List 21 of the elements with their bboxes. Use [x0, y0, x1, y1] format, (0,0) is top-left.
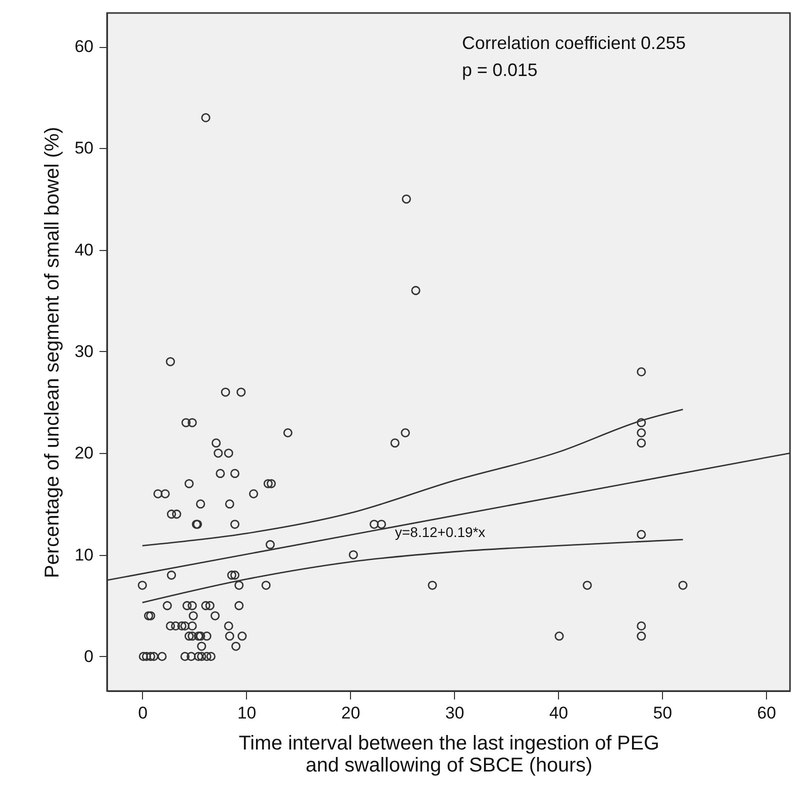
- x-tick-label: 60: [757, 704, 776, 722]
- y-tick-label: 0: [84, 646, 94, 666]
- line-series: [142, 538, 684, 604]
- y-tick-label: 50: [74, 138, 94, 158]
- annotation: Correlation coefficient 0.255: [462, 33, 686, 53]
- x-tick-label: 0: [138, 704, 148, 722]
- x-tick-label: 20: [341, 704, 360, 722]
- y-tick-label: 20: [74, 444, 94, 463]
- x-tick-label: 10: [237, 704, 256, 722]
- y-tick-label: 10: [74, 545, 94, 564]
- y-tick-label: 30: [74, 342, 94, 361]
- annotation: y=8.12+0.19*x: [395, 524, 486, 540]
- x-tick-label: 40: [549, 704, 568, 722]
- x-tick-label: 50: [653, 704, 672, 722]
- annotation: p = 0.015: [462, 60, 538, 80]
- y-tick-label: 40: [74, 240, 94, 260]
- x-axis-title: Time interval between the last ingestion of PEG and swallowing of SBCE (hours): [238, 732, 660, 776]
- y-tick-label: 60: [74, 37, 94, 56]
- line-series: [142, 408, 684, 546]
- x-tick-label: 30: [445, 704, 464, 722]
- y-axis-title: Percentage of unclean segment of small bowel (%): [42, 126, 64, 578]
